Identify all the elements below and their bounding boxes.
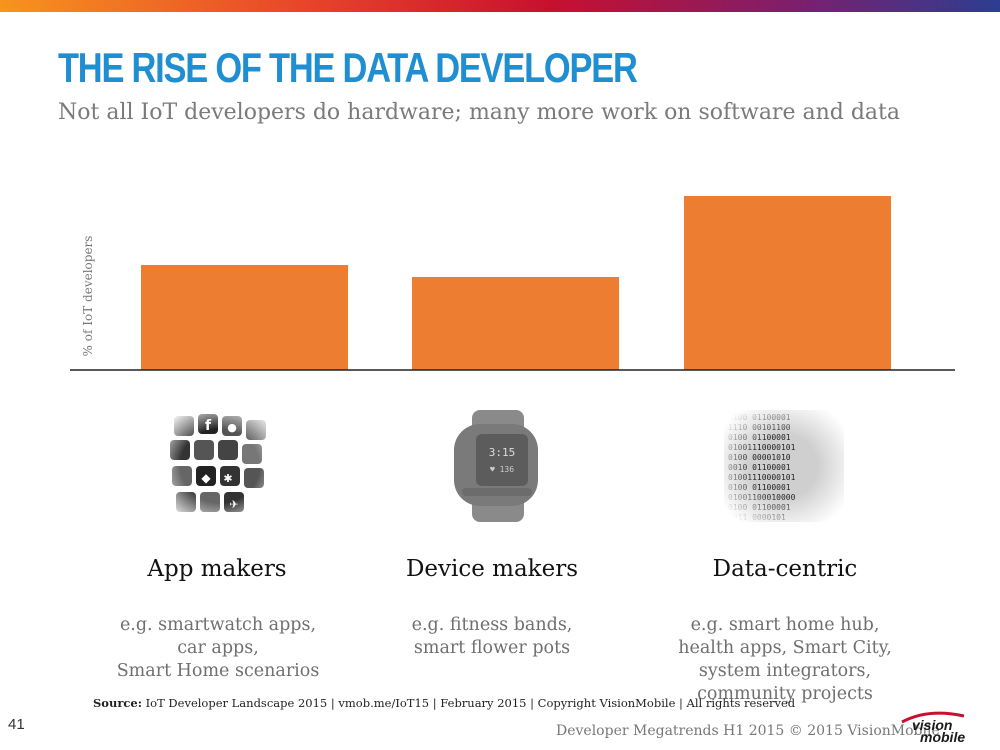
category-description-data-centric: e.g. smart home hub, health apps, Smart … xyxy=(678,615,892,704)
svg-text:vision: vision xyxy=(912,717,952,733)
bar-group xyxy=(141,196,891,370)
category-description-device-makers: e.g. fitness bands, smart flower pots xyxy=(411,615,573,658)
source-text: IoT Developer Landscape 2015 | vmob.me/I… xyxy=(141,696,796,710)
category-label-app-makers: App makers xyxy=(147,556,287,582)
slide-title: THE RISE OF THE DATA DEVELOPER xyxy=(58,44,638,91)
footer-text: Developer Megatrends H1 2015 © 2015 Visi… xyxy=(556,723,940,739)
bar-data-centric xyxy=(684,196,891,370)
slide-subtitle: Not all IoT developers do hardware; many… xyxy=(58,100,900,125)
smartwatch-image: 3:15 ♥ 136 xyxy=(454,410,538,522)
source-label: Source: xyxy=(93,696,142,710)
category-description-app-makers: e.g. smartwatch apps, car apps, Smart Ho… xyxy=(116,615,320,681)
svg-text:mobile: mobile xyxy=(920,729,965,744)
top-color-bar xyxy=(0,0,1000,12)
app-icons-image: f ● ✱ ◆ ✈ xyxy=(160,410,280,522)
page-number: 41 xyxy=(8,716,25,733)
source-note: Source: IoT Developer Landscape 2015 | v… xyxy=(93,696,795,710)
y-axis-label: % of IoT developers xyxy=(81,236,95,357)
category-label-data-centric: Data-centric xyxy=(712,556,858,582)
category-label-device-makers: Device makers xyxy=(405,556,579,582)
bar-device-makers xyxy=(412,277,619,370)
bar-app-makers xyxy=(141,265,348,370)
visionmobile-logo: vision mobile xyxy=(901,711,965,744)
svg-text:3:15: 3:15 xyxy=(489,446,516,459)
binary-data-image: 0100 01100001 1110 00101100 0100 0110000… xyxy=(724,410,844,522)
bar-chart: % of IoT developers xyxy=(70,196,955,371)
svg-text:♥ 136: ♥ 136 xyxy=(490,465,514,474)
